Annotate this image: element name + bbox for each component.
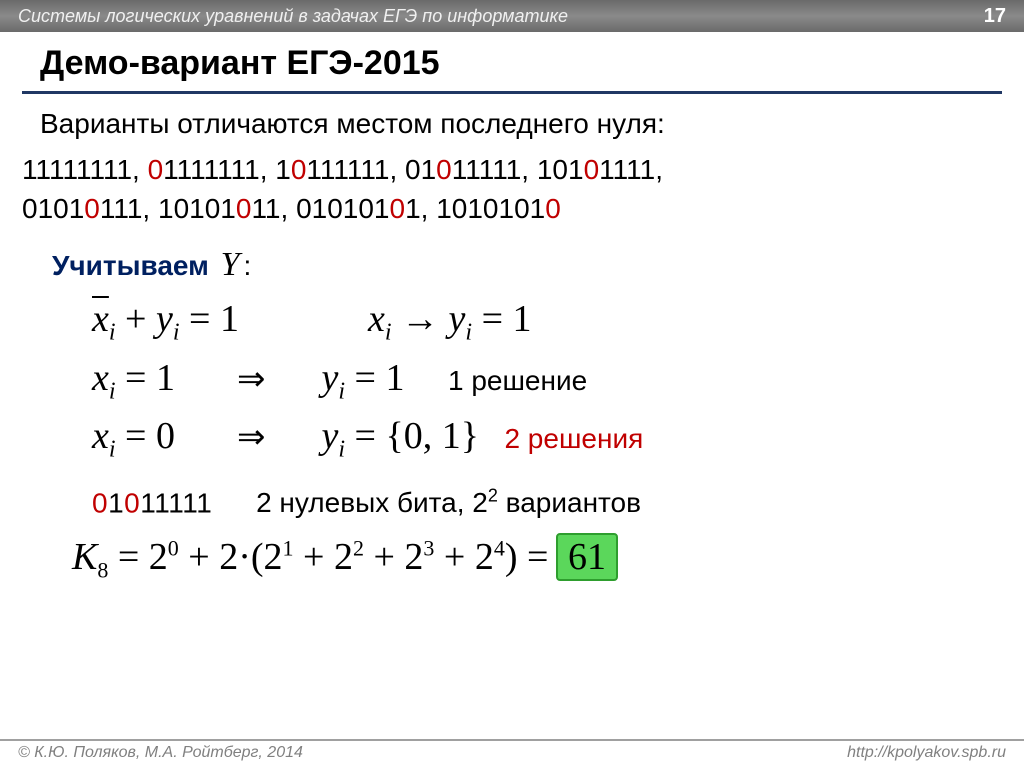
- footer-url: http://kpolyakov.spb.ru: [847, 744, 1006, 764]
- slide-content: Демо-вариант ЕГЭ-2015 Варианты отличаютс…: [0, 32, 1024, 583]
- final-equation: K8 = 20 + 2·(21 + 22 + 23 + 24) = 61: [22, 533, 1002, 584]
- bitstring-list: 11111111, 01111111, 10111111, 01011111, …: [22, 150, 1002, 228]
- page-number: 17: [984, 5, 1006, 28]
- footer-bar: © К.Ю. Поляков, М.А. Ройтберг, 2014 http…: [0, 739, 1024, 767]
- example-line: 01011111 2 нулевых бита, 22 вариантов: [22, 486, 1002, 519]
- answer-box: 61: [556, 533, 618, 581]
- example-bits: 01011111: [92, 487, 212, 518]
- note-2-solutions: 2 решения: [488, 423, 643, 454]
- example-text: 2 нулевых бита, 22 вариантов: [220, 487, 641, 518]
- slide-title: Демо-вариант ЕГЭ-2015: [22, 42, 1002, 94]
- eq-row-1: xi + yi = 1 xi → yi = 1: [92, 292, 1002, 350]
- intro-text: Варианты отличаются местом последнего ну…: [22, 108, 1002, 140]
- footer-copyright: © К.Ю. Поляков, М.А. Ройтберг, 2014: [18, 744, 303, 764]
- eq-row-2: xi = 1⇒yi = 1 1 решение: [92, 351, 1002, 409]
- math-equations: xi + yi = 1 xi → yi = 1 xi = 1⇒yi = 1 1 …: [22, 292, 1002, 467]
- note-1-solution: 1 решение: [414, 365, 587, 396]
- bitstring-line-1: 11111111, 01111111, 10111111, 01011111, …: [22, 150, 1002, 189]
- header-bar: Системы логических уравнений в задачах Е…: [0, 0, 1024, 32]
- variable-y: Y: [217, 246, 244, 283]
- eq-row-3: xi = 0⇒yi = {0, 1} 2 решения: [92, 409, 1002, 467]
- header-topic: Системы логических уравнений в задачах Е…: [18, 6, 568, 27]
- subheading: Учитываем Y:: [22, 246, 1002, 284]
- bitstring-line-2: 01010111, 10101011, 01010101, 10101010: [22, 189, 1002, 228]
